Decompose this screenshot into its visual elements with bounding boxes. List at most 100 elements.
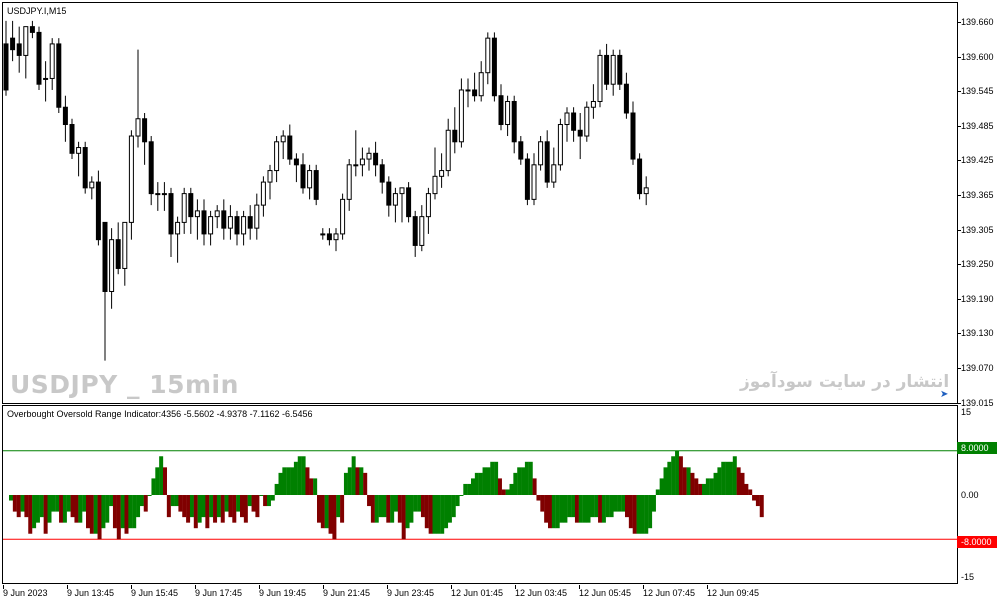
upper-level-label: 8.0000 [957,442,997,454]
histogram-bar [163,467,167,495]
histogram-bar [625,495,629,518]
histogram-bar [159,456,164,495]
histogram-bar [655,489,660,495]
candle-body [465,89,471,92]
candle-body [155,193,161,196]
histogram-bar [20,495,25,512]
indicator-tick-label: -15 [961,572,975,582]
histogram-bar [594,495,599,518]
histogram-bar [621,495,626,512]
histogram-bar [390,495,395,523]
histogram-bar [35,495,40,523]
histogram-bar [513,472,518,495]
histogram-bar [752,495,757,501]
histogram-bar [263,495,268,507]
histogram-bar [309,478,314,495]
candle-body [161,193,167,196]
price-tick-mark [957,368,961,369]
histogram-bar [728,461,733,495]
candle-body [359,158,365,166]
watermark-symbol: USDJPY _ 15min [10,370,239,399]
histogram-bar [417,495,422,512]
histogram-bar [671,456,676,495]
histogram-bar [424,495,429,529]
histogram-bar [216,495,221,518]
histogram-bar [667,461,672,495]
histogram-bar [109,495,114,507]
candle-body [307,170,313,189]
histogram-bar [497,478,502,495]
histogram-bar [205,495,210,529]
price-tick-mark [957,298,961,300]
candle-body [221,210,227,229]
candle-body [62,106,68,126]
histogram-bar [601,495,606,523]
candle-body [214,210,220,218]
candle-body [241,216,247,235]
histogram-bar [717,467,722,495]
candle-body [617,54,623,85]
histogram-bar [124,495,129,534]
histogram-bar [209,495,214,518]
candle-body [505,100,511,126]
histogram-bar [571,495,576,518]
histogram-bar [243,495,248,523]
time-tick-label: 12 Jun 07:45 [643,588,696,598]
histogram-bar [536,495,541,501]
candle-body [49,43,55,79]
indicator-title: Overbought Oversold Range Indicator:4356… [7,409,313,419]
price-tick-mark [957,160,961,162]
histogram-bar [47,495,52,523]
histogram-bar [709,478,714,495]
time-tick-label: 9 Jun 21:45 [323,588,371,598]
histogram-bar [62,495,67,523]
histogram-bar [382,495,387,518]
candle-body [623,83,629,114]
histogram-bar [143,495,148,512]
candle-body [571,112,577,131]
price-tick-label: 139.015 [961,397,994,408]
histogram-bar [574,495,579,523]
autoscroll-icon[interactable]: ➤ [940,389,949,400]
histogram-bar [270,495,275,501]
candle-body [458,89,464,143]
price-chart-panel[interactable] [2,2,958,404]
histogram-bar [16,495,21,518]
candle-body [557,124,563,166]
histogram-bar [698,483,703,495]
candle-body [168,193,174,235]
candle-body [234,216,240,235]
time-tick-label: 12 Jun 03:45 [515,588,568,598]
histogram-bar [232,495,237,523]
candle-body [313,170,319,200]
histogram-bar [609,495,614,518]
candle-body [56,43,62,108]
histogram-bar [563,495,568,523]
histogram-bar [713,472,718,495]
candle-body [472,89,478,97]
price-tick-mark [957,195,961,196]
histogram-bar [413,495,418,512]
histogram-bar [78,495,83,523]
candle-body [353,164,359,167]
histogram-bar [640,495,645,534]
histogram-bar [12,495,17,512]
histogram-bar [189,495,194,518]
candle-body [274,141,280,172]
histogram-bar [367,495,372,507]
candle-body [36,31,42,85]
histogram-bar [521,467,526,495]
histogram-bar [351,456,356,495]
histogram-bar [278,472,283,495]
histogram-bar [459,495,464,496]
time-tick-mark [643,585,644,589]
histogram-bar [524,461,529,495]
histogram-bar [136,495,141,518]
histogram-bar [193,495,198,529]
time-tick-mark [67,585,68,589]
candle-body [478,72,484,97]
time-tick-label: 9 Jun 17:45 [195,588,243,598]
histogram-bar [736,467,741,495]
histogram-bar [397,495,402,523]
time-tick-mark [3,585,4,589]
